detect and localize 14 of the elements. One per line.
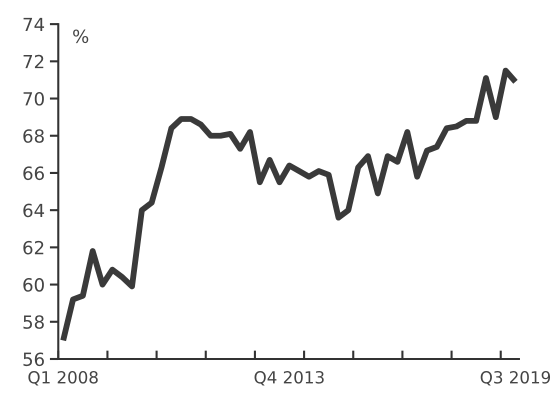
y-tick-label: 68 xyxy=(23,129,44,143)
x-tick-label: Q3 2019 xyxy=(480,371,550,386)
y-tick-label: 70 xyxy=(24,92,44,106)
y-tick-label: 58 xyxy=(24,315,44,329)
y-tick-label: 60 xyxy=(23,278,44,292)
y-axis-title: % xyxy=(73,29,88,44)
y-tick-label: 56 xyxy=(24,352,44,366)
y-tick-label: 62 xyxy=(23,240,44,254)
y-tick-label: 64 xyxy=(23,204,44,218)
y-tick-label: 66 xyxy=(23,166,44,180)
y-tick-label: 74 xyxy=(24,18,44,31)
x-tick-label: Q1 2008 xyxy=(28,371,98,386)
y-tick-label: 72 xyxy=(24,54,44,68)
x-tick-label: Q4 2013 xyxy=(254,371,324,386)
